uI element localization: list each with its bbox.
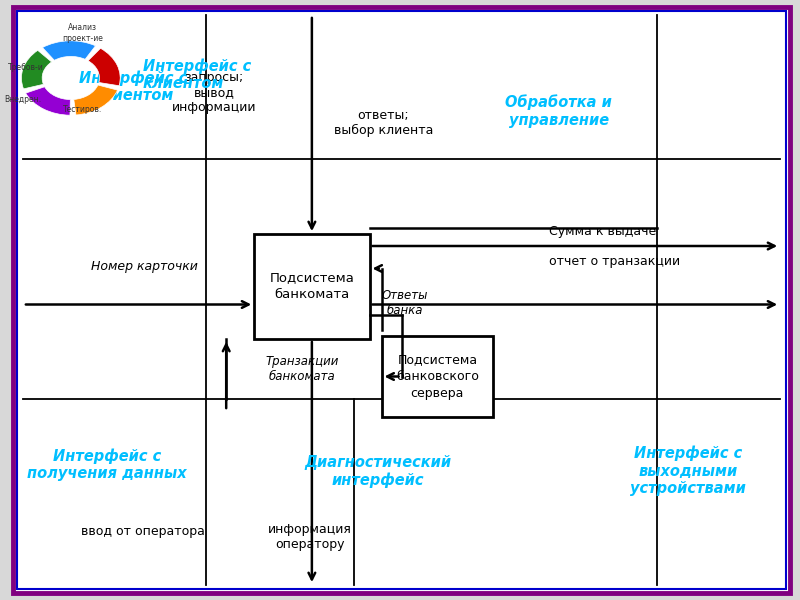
Text: Интерфейс с
клиентом: Интерфейс с клиентом <box>78 71 187 103</box>
Text: Интерфейс с
клиентом: Интерфейс с клиентом <box>142 59 250 91</box>
Text: Подсистема
банкомата: Подсистема банкомата <box>270 271 354 301</box>
Text: Интерфейс с
выходными
устройствами: Интерфейс с выходными устройствами <box>630 446 746 496</box>
Text: Тестиров.: Тестиров. <box>63 104 102 114</box>
Wedge shape <box>88 48 120 86</box>
Wedge shape <box>22 50 52 89</box>
Wedge shape <box>74 85 118 115</box>
Text: Диагностический
интерфейс: Диагностический интерфейс <box>304 455 451 487</box>
Text: Требов-и: Требов-и <box>7 63 43 72</box>
Text: Ответы
банка: Ответы банка <box>382 289 428 317</box>
Text: запросы;
вывод
информации: запросы; вывод информации <box>172 71 257 115</box>
Text: ответы;
выбор клиента: ответы; выбор клиента <box>334 109 433 137</box>
Text: Анализ
проект-ие: Анализ проект-ие <box>62 23 103 43</box>
Bar <box>254 234 370 339</box>
Bar <box>382 336 493 417</box>
Wedge shape <box>42 41 95 61</box>
Text: Интерфейс с
получения данных: Интерфейс с получения данных <box>27 449 186 481</box>
Text: информация
оператору: информация оператору <box>268 523 352 551</box>
Text: Внедрен.: Внедрен. <box>5 94 42 103</box>
Text: Сумма к выдаче: Сумма к выдаче <box>549 224 656 238</box>
Wedge shape <box>26 87 70 115</box>
Text: Обработка и
управление: Обработка и управление <box>505 94 612 128</box>
Text: отчет о транзакции: отчет о транзакции <box>549 254 680 268</box>
Text: Подсистема
банковского
сервера: Подсистема банковского сервера <box>396 353 479 400</box>
Text: Номер карточки: Номер карточки <box>91 260 198 274</box>
Text: Транзакции
банкомата: Транзакции банкомата <box>266 355 338 383</box>
Text: ввод от оператора: ввод от оператора <box>81 524 205 538</box>
